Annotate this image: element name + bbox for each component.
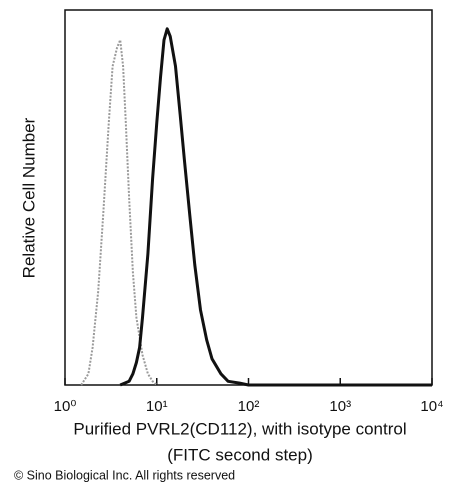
y-axis-title: Relative Cell Number <box>19 117 38 278</box>
x-tick-label: 10¹ <box>146 398 168 415</box>
x-axis-title: Purified PVRL2(CD112), with isotype cont… <box>73 419 406 438</box>
x-tick-label: 10³ <box>329 398 351 415</box>
x-axis-title: (FITC second step) <box>167 445 313 464</box>
x-tick-label: 10⁰ <box>54 398 77 415</box>
plot-frame <box>64 9 433 386</box>
histogram-line <box>119 27 432 387</box>
histogram-line <box>80 39 158 386</box>
copyright: © Sino Biological Inc. All rights reserv… <box>14 468 235 482</box>
x-tick-label: 10⁴ <box>420 398 443 415</box>
x-tick-label: 10² <box>238 398 260 415</box>
